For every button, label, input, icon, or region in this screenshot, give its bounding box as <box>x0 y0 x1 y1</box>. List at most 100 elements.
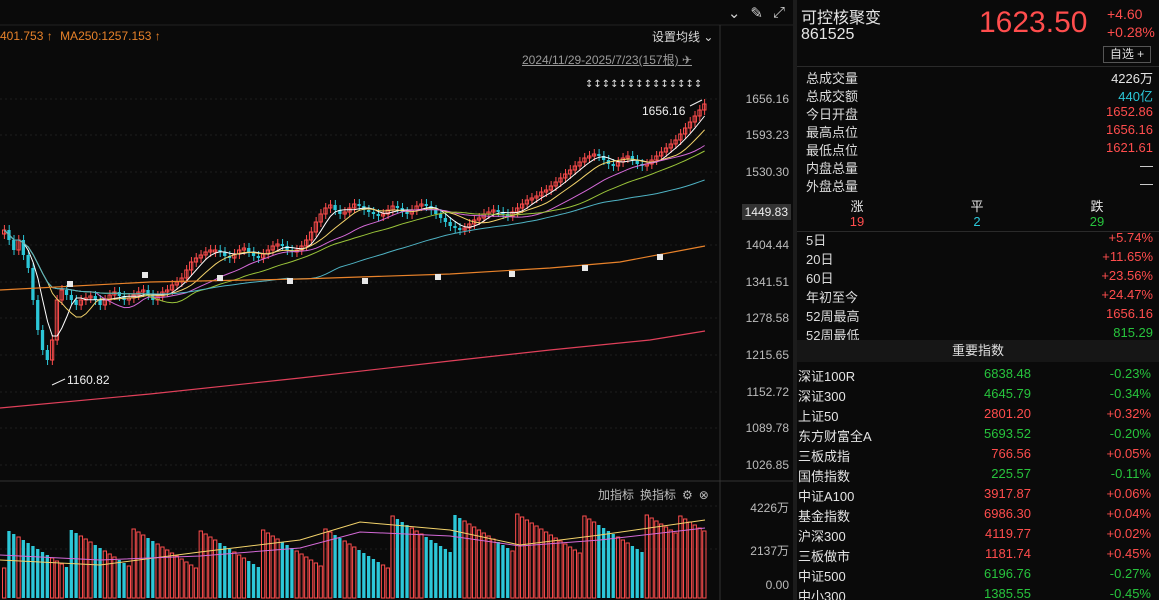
index-row[interactable]: 国债指数 225.57 -0.11% <box>797 465 1159 485</box>
ma-settings-label: 设置均线 <box>652 30 701 44</box>
volume-bar <box>534 525 539 599</box>
volume-bar <box>265 532 271 599</box>
candle-body <box>601 156 606 160</box>
index-row[interactable]: 中证500 6196.76 -0.27% <box>797 565 1159 585</box>
ma-marker <box>67 281 73 287</box>
stat-row: 今日开盘 1652.86 <box>806 104 1153 122</box>
collapse-icon[interactable]: ⌄ <box>727 5 741 22</box>
candle-body <box>702 103 707 111</box>
index-row[interactable]: 深证300 4645.79 -0.34% <box>797 385 1159 405</box>
candle-body <box>12 240 16 250</box>
candle-body <box>510 211 515 217</box>
volume-bar <box>122 563 126 598</box>
candle-body <box>78 299 84 306</box>
volume-bar <box>644 514 649 599</box>
close-icon[interactable]: ⊗ <box>698 487 709 502</box>
volume-bar <box>247 561 251 598</box>
volume-bar <box>169 552 175 599</box>
volume-bar <box>380 564 386 599</box>
index-row[interactable]: 上证50 2801.20 +0.32% <box>797 405 1159 425</box>
ma-settings-button[interactable]: 设置均线 ⌄ <box>652 28 713 45</box>
volume-bar <box>553 537 558 599</box>
index-row-name: 中证A100 <box>798 489 855 504</box>
index-row[interactable]: 中证A100 3917.87 +0.06% <box>797 485 1159 505</box>
volume-bar <box>26 543 30 598</box>
index-row[interactable]: 东方财富全A 5693.52 -0.20% <box>797 425 1159 445</box>
volume-bar <box>496 542 500 598</box>
candle-body <box>380 213 386 217</box>
volume-bar <box>223 546 227 598</box>
candle-body <box>630 156 635 160</box>
fullscreen-icon[interactable]: ⤢ <box>772 4 785 21</box>
volume-bar <box>491 538 496 599</box>
volume-bar <box>347 543 352 599</box>
high-marker-arrow <box>689 99 703 107</box>
price-change: +4.60 <box>1107 6 1143 22</box>
stat-value: 4226万 <box>1111 71 1153 86</box>
ma250-line <box>0 330 706 409</box>
volume-bar <box>692 524 697 599</box>
candle-body <box>429 206 433 210</box>
breadth-up-label: 涨 <box>850 199 864 214</box>
panel-divider[interactable] <box>793 0 797 600</box>
volume-bar <box>481 532 486 599</box>
price-axis-label: 1593.23 <box>745 128 789 142</box>
draw-icon[interactable]: ✎ <box>750 5 763 22</box>
volume-bar <box>16 536 21 599</box>
volume-bar <box>203 533 208 599</box>
volume-bar <box>409 527 414 599</box>
candle-body <box>59 289 64 301</box>
period-label: 52周最高 <box>806 309 860 324</box>
index-row-pct: -0.45% <box>1109 586 1151 600</box>
kline-chart-area[interactable]: 1656.16 1160.82 ↕↕↕↕↕↕↕↕↕↕↕↕↕↕ ⌄ ✎ ⤢ 401.7… <box>0 0 793 600</box>
volume-bar <box>687 521 693 599</box>
index-row[interactable]: 三板做市 1181.74 +0.45% <box>797 545 1159 565</box>
candle-body <box>563 173 568 179</box>
candle-body <box>338 210 342 214</box>
price-axis-label: 1152.72 <box>746 385 790 399</box>
volume-bar <box>673 532 678 599</box>
add-indicator-button[interactable]: 加指标 <box>598 488 635 502</box>
price-axis-label: 1089.78 <box>745 421 789 435</box>
volume-bar <box>438 546 443 598</box>
ma-marker <box>582 265 588 271</box>
volume-bar <box>654 520 659 599</box>
index-row[interactable]: 深证100R 6838.48 -0.23% <box>797 365 1159 385</box>
candle-body <box>496 210 500 212</box>
volume-bar <box>31 546 35 598</box>
candle-body <box>611 164 615 166</box>
breadth-down-label: 跌 <box>1090 199 1104 214</box>
candle-body <box>543 189 549 193</box>
candle-body <box>169 284 175 291</box>
candle-body <box>247 248 251 252</box>
candle-body <box>218 250 222 252</box>
volume-bar <box>141 534 146 599</box>
index-row[interactable]: 基金指数 6986.30 +0.04% <box>797 505 1159 525</box>
stat-value: 440亿 <box>1118 89 1153 104</box>
volume-bar <box>328 531 333 599</box>
stat-label: 今日开盘 <box>806 107 859 122</box>
breadth-labels: 涨 平 跌 <box>797 196 1159 215</box>
index-row[interactable]: 三板成指 766.56 +0.05% <box>797 445 1159 465</box>
candle-body <box>31 268 35 300</box>
volume-bar <box>36 549 40 598</box>
volume-bar <box>597 525 601 598</box>
volume-bar <box>184 561 189 599</box>
add-favorite-button[interactable]: 自选 + <box>1103 46 1151 63</box>
stat-value: — <box>1140 176 1153 191</box>
index-row-name: 三板做市 <box>798 549 851 564</box>
index-row[interactable]: 中小300 1385.55 -0.45% <box>797 585 1159 600</box>
index-row[interactable]: 沪深300 4119.77 +0.02% <box>797 525 1159 545</box>
volume-bar <box>663 526 669 599</box>
volume-bar <box>567 546 573 599</box>
gear-icon[interactable]: ⚙ <box>682 487 693 502</box>
volume-bar <box>299 553 304 599</box>
candle-body <box>501 212 505 214</box>
pin-icon[interactable]: ✈ <box>681 53 692 67</box>
switch-indicator-button[interactable]: 换指标 <box>640 488 677 502</box>
volume-bar <box>424 537 428 598</box>
candle-body <box>141 289 146 293</box>
candle-body <box>93 296 97 300</box>
volume-bar <box>591 521 597 599</box>
candle-body <box>591 153 597 157</box>
